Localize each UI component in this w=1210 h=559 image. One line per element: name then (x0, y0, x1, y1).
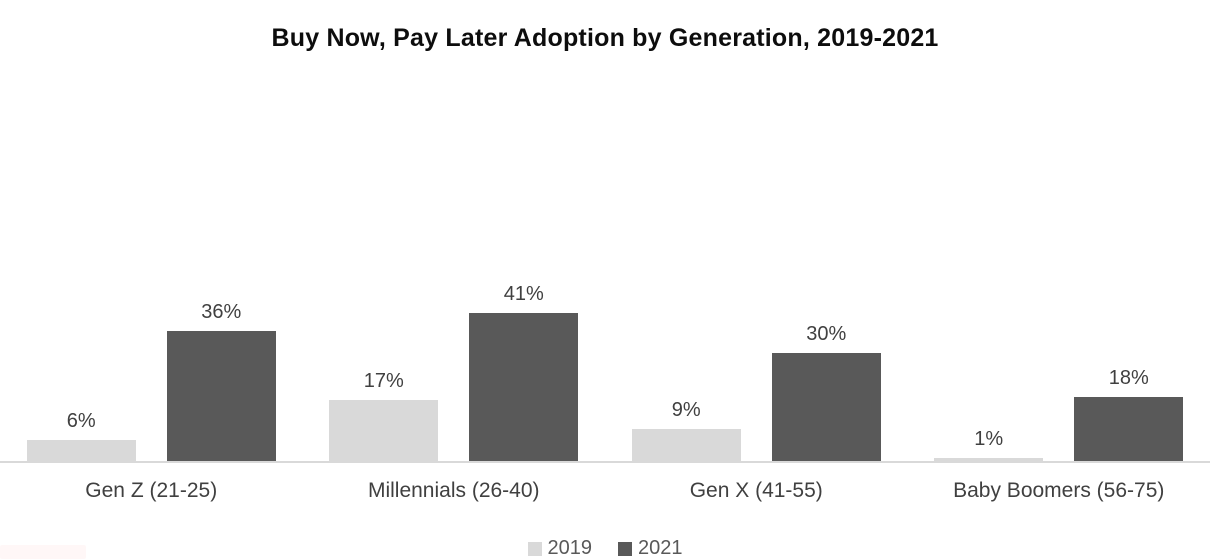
category-label-gen-z: Gen Z (21-25) (85, 479, 218, 502)
bar-2021-millennials (469, 313, 579, 462)
bar-wrap: 9% (631, 399, 741, 462)
data-label-2021-baby-boomers: 18% (1108, 367, 1149, 389)
legend-item-2019: 2019 (527, 537, 593, 559)
data-label-2019-gen-z: 6% (66, 410, 96, 432)
data-label-2021-gen-z: 36% (201, 301, 242, 323)
bar-2021-baby-boomers (1074, 397, 1184, 462)
bar-group-baby-boomers: 1% 18% (908, 261, 1210, 462)
bar-wrap: 6% (26, 410, 136, 462)
category-label-millennials: Millennials (26-40) (367, 479, 540, 502)
bar-2021-gen-z (166, 331, 276, 462)
data-label-2019-gen-x: 9% (671, 399, 701, 421)
legend-swatch-2019 (527, 541, 542, 556)
bar-2021-gen-x (771, 353, 881, 462)
data-label-2021-gen-x: 30% (806, 323, 847, 345)
legend-item-2021: 2021 (618, 537, 683, 559)
category-label-gen-x: Gen X (41-55) (689, 479, 823, 502)
bar-group-gen-z: 6% 36% (0, 261, 303, 462)
bar-wrap: 1% (934, 428, 1044, 462)
plot-area: 6% 36% 17% 41% 9% 30% (0, 261, 1210, 462)
category-axis: Gen Z (21-25) Millennials (26-40) Gen X … (0, 479, 1210, 503)
bar-wrap: 18% (1074, 367, 1184, 462)
category-label-baby-boomers: Baby Boomers (56-75) (953, 479, 1165, 502)
legend-label-2019: 2019 (547, 537, 593, 559)
data-label-2021-millennials: 41% (503, 283, 544, 305)
bar-2019-gen-x (631, 429, 741, 462)
bar-group-millennials: 17% 41% (303, 261, 606, 462)
bar-wrap: 41% (469, 283, 579, 462)
bar-group-gen-x: 9% 30% (605, 261, 908, 462)
legend-swatch-2021 (618, 541, 632, 556)
x-axis-line (0, 461, 1210, 463)
legend: 2019 2021 (0, 537, 1210, 559)
data-label-2019-baby-boomers: 1% (974, 428, 1004, 450)
bar-wrap: 30% (771, 323, 881, 462)
data-label-2019-millennials: 17% (363, 370, 404, 392)
bar-wrap: 36% (166, 301, 276, 462)
bar-2019-baby-boomers (934, 458, 1044, 462)
corner-artifact (0, 545, 86, 559)
chart-title: Buy Now, Pay Later Adoption by Generatio… (271, 24, 939, 52)
bar-2019-gen-z (26, 440, 136, 462)
bar-wrap: 17% (329, 370, 439, 462)
legend-label-2021: 2021 (638, 537, 683, 559)
bar-2019-millennials (329, 400, 439, 462)
